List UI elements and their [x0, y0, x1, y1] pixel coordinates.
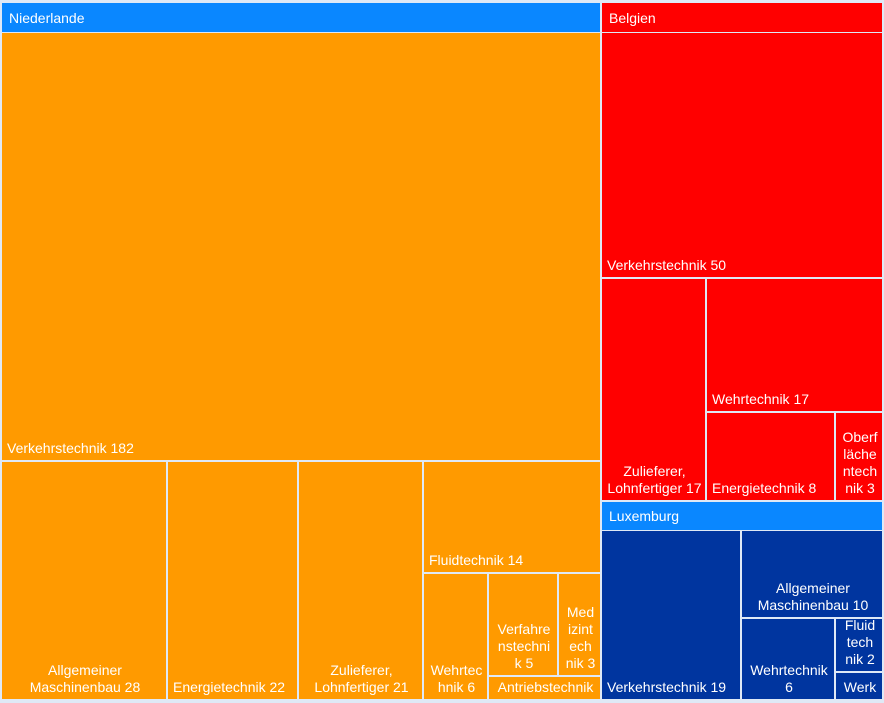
- group-header-niederlande: Niederlande: [2, 3, 600, 32]
- treemap-tile-belgien-wehrtechnik: Wehrtechnik 17: [707, 279, 882, 411]
- tile-label: Wehrtechnik 17: [712, 391, 810, 407]
- treemap-tile-niederlande-fluidtechnik: Fluidtechnik 14: [424, 462, 600, 572]
- treemap-tile-niederlande-verkehrstechnik: Verkehrstechnik 182: [2, 33, 600, 460]
- treemap-tile-luxemburg-allgemeiner-maschinenbau: Allgemeiner Maschinenbau 10: [742, 531, 882, 617]
- tile-label: Verfahre nstechni k 5: [497, 621, 551, 671]
- tile-label: Energietechnik 22: [173, 679, 286, 695]
- treemap-tile-belgien-oberflaechentechnik: Oberf läche ntech nik 3: [836, 413, 882, 500]
- tile-label: Fluidtechnik 14: [429, 552, 524, 568]
- treemap-tile-luxemburg-wehrtechnik: Wehrtechnik 6: [742, 619, 834, 699]
- tile-label: Zulieferer, Lohnfertiger 17: [607, 463, 702, 496]
- treemap-tile-niederlande-verfahrenstechnik: Verfahre nstechni k 5: [489, 574, 557, 675]
- treemap-tile-luxemburg-verkehrstechnik: Verkehrstechnik 19: [602, 531, 740, 699]
- tile-label: Verkehrstechnik 19: [607, 679, 727, 695]
- tile-label: Werk: [843, 679, 877, 695]
- tile-label: Antriebstechnik: [497, 679, 594, 695]
- treemap-tile-niederlande-energietechnik: Energietechnik 22: [168, 462, 297, 699]
- treemap-tile-niederlande-zulieferer-lohnfertiger: Zulieferer, Lohnfertiger 21: [299, 462, 422, 699]
- treemap-tile-niederlande-antriebstechnik: Antriebstechnik: [489, 677, 600, 699]
- treemap-tile-luxemburg-fluidtechnik: Fluid tech nik 2: [836, 619, 882, 671]
- tile-label: Wehrtechnik 6: [750, 662, 828, 695]
- tile-label: Zulieferer, Lohnfertiger 21: [314, 662, 409, 695]
- tile-label: Verkehrstechnik 50: [607, 257, 727, 273]
- tile-label: Energietechnik 8: [712, 480, 817, 496]
- tile-label: Oberf läche ntech nik 3: [842, 429, 878, 496]
- group-header-luxemburg: Luxemburg: [602, 502, 882, 530]
- treemap-tile-belgien-verkehrstechnik: Verkehrstechnik 50: [602, 33, 882, 277]
- tile-label: Allgemeiner Maschinenbau 28: [29, 662, 141, 695]
- tile-label: Verkehrstechnik 182: [7, 440, 134, 456]
- treemap-tile-belgien-energietechnik: Energietechnik 8: [707, 413, 834, 500]
- tile-label: Allgemeiner Maschinenbau 10: [757, 580, 869, 613]
- tile-label: Fluid tech nik 2: [844, 619, 876, 667]
- tile-label: Wehrtec hnik 6: [430, 662, 483, 695]
- tile-label: Med izint ech nik 3: [565, 604, 596, 671]
- treemap-tile-niederlande-medizintechnik: Med izint ech nik 3: [559, 574, 600, 675]
- treemap-tile-niederlande-wehrtechnik: Wehrtec hnik 6: [424, 574, 487, 699]
- treemap-tile-luxemburg-werk: Werk: [836, 673, 882, 699]
- treemap-tile-belgien-zulieferer-lohnfertiger: Zulieferer, Lohnfertiger 17: [602, 279, 705, 500]
- group-header-belgien: Belgien: [602, 3, 882, 32]
- treemap-tile-niederlande-allgemeiner-maschinenbau: Allgemeiner Maschinenbau 28: [2, 462, 166, 699]
